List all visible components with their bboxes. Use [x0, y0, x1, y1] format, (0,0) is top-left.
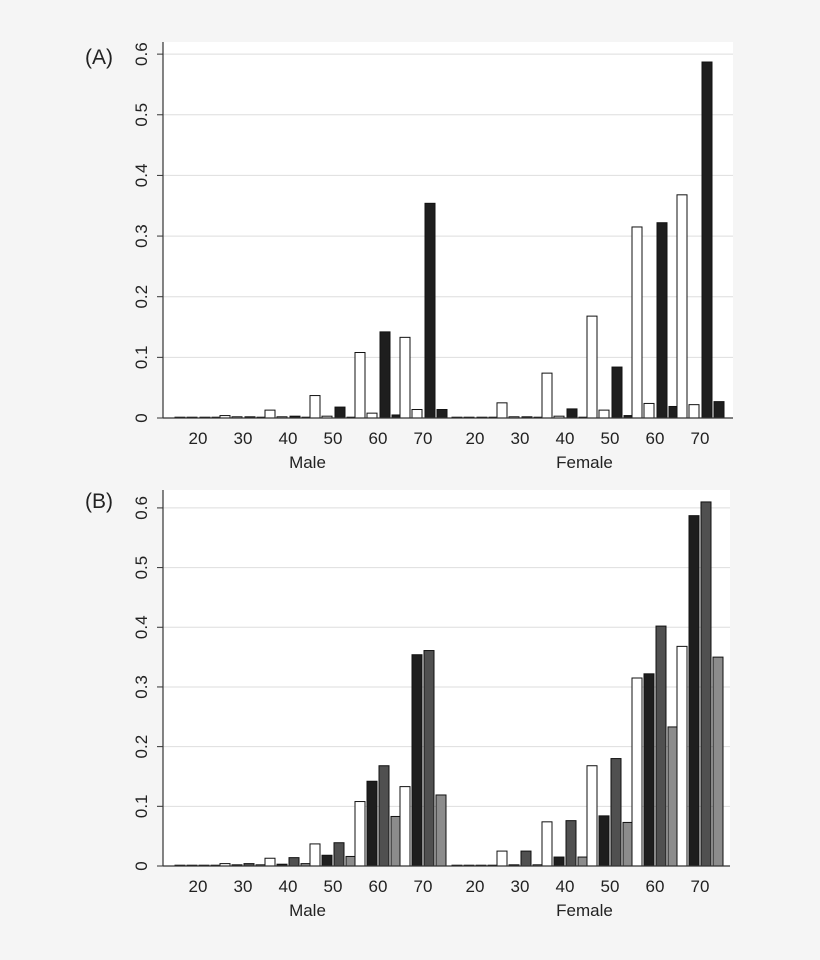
bar-male-70-s1	[399, 786, 411, 867]
bar-male-70-s1	[399, 336, 411, 419]
bar-female-30-s1	[496, 850, 508, 867]
x-tick-label: 20	[189, 429, 208, 448]
bar-female-50-s2	[598, 409, 610, 419]
bar-male-60-s1	[354, 352, 366, 419]
bar-female-40-s3	[566, 408, 578, 419]
bar-female-60-s2	[643, 673, 655, 867]
y-tick-label: 0	[132, 861, 151, 870]
group-label-female: Female	[556, 901, 613, 920]
bar-male-70-s4	[436, 409, 448, 419]
y-tick-label: 0.2	[132, 735, 151, 759]
x-tick-label: 70	[691, 429, 710, 448]
x-tick-label: 30	[234, 877, 253, 896]
bar-male-70-s4	[435, 794, 447, 867]
y-tick-label: 0.4	[132, 164, 151, 188]
x-tick-label: 50	[601, 877, 620, 896]
x-tick-label: 20	[466, 429, 485, 448]
bar-male-70-s2	[411, 654, 423, 867]
bar-female-70-s2	[688, 515, 700, 867]
x-tick-label: 30	[234, 429, 253, 448]
bar-male-60-s2	[366, 412, 378, 419]
x-tick-label: 30	[511, 429, 530, 448]
bar-female-70-s1	[676, 194, 688, 419]
x-tick-label: 50	[324, 429, 343, 448]
bar-male-40-s1	[264, 409, 276, 419]
x-tick-label: 30	[511, 877, 530, 896]
y-tick-label: 0.3	[132, 675, 151, 699]
x-tick-label: 20	[466, 877, 485, 896]
bar-male-50-s1	[309, 395, 321, 419]
bar-female-40-s2	[553, 856, 565, 867]
bar-female-60-s2	[643, 402, 655, 419]
bar-male-70-s2	[411, 409, 423, 419]
panel-label: (B)	[85, 490, 113, 513]
bar-male-50-s1	[309, 843, 321, 867]
bar-female-30-s3	[520, 850, 532, 867]
bar-female-50-s3	[611, 366, 623, 419]
bar-female-50-s1	[586, 315, 598, 419]
plot-area	[163, 42, 733, 418]
x-tick-label: 60	[646, 429, 665, 448]
bar-female-60-s3	[655, 625, 667, 867]
y-tick-label: 0.6	[132, 496, 151, 520]
y-tick-label: 0.5	[132, 556, 151, 580]
x-tick-label: 50	[324, 877, 343, 896]
group-label-male: Male	[289, 901, 326, 920]
y-tick-label: 0	[132, 413, 151, 422]
bar-female-60-s1	[631, 677, 643, 867]
bar-male-50-s3	[333, 842, 345, 867]
x-tick-label: 50	[601, 429, 620, 448]
bar-female-40-s1	[541, 821, 553, 867]
bar-female-40-s1	[541, 372, 553, 419]
bar-male-70-s3	[424, 202, 436, 419]
bar-male-60-s3	[378, 765, 390, 867]
x-tick-label: 70	[414, 429, 433, 448]
x-tick-label: 40	[556, 877, 575, 896]
x-tick-label: 70	[414, 877, 433, 896]
bar-female-70-s3	[700, 501, 712, 867]
bar-female-60-s3	[656, 222, 668, 419]
y-tick-label: 0.2	[132, 285, 151, 309]
bar-male-50-s2	[321, 854, 333, 867]
bar-female-30-s1	[496, 402, 508, 419]
bar-female-70-s4	[712, 656, 724, 867]
bar-male-60-s3	[379, 331, 391, 419]
x-tick-label: 60	[369, 429, 388, 448]
bar-male-60-s2	[366, 780, 378, 867]
bar-male-50-s3	[334, 406, 346, 419]
y-tick-label: 0.3	[132, 224, 151, 248]
y-tick-label: 0.5	[132, 103, 151, 127]
x-tick-label: 60	[646, 877, 665, 896]
bar-male-40-s3	[288, 857, 300, 867]
x-tick-label: 40	[556, 429, 575, 448]
bar-female-70-s4	[713, 401, 725, 419]
x-tick-label: 60	[369, 877, 388, 896]
bar-female-70-s3	[701, 61, 713, 419]
bar-male-70-s3	[423, 650, 435, 867]
x-tick-label: 70	[691, 877, 710, 896]
y-tick-label: 0.1	[132, 794, 151, 818]
bar-male-60-s1	[354, 801, 366, 867]
x-tick-label: 40	[279, 429, 298, 448]
group-label-male: Male	[289, 453, 326, 472]
bar-female-70-s1	[676, 645, 688, 867]
bar-female-50-s1	[586, 765, 598, 867]
bar-female-60-s1	[631, 226, 643, 419]
bar-female-40-s3	[565, 820, 577, 867]
y-tick-label: 0.6	[132, 42, 151, 66]
bar-female-50-s3	[610, 758, 622, 867]
x-tick-label: 40	[279, 877, 298, 896]
panel-label: (A)	[85, 46, 113, 69]
x-tick-label: 20	[189, 877, 208, 896]
bar-female-70-s2	[688, 404, 700, 419]
panel-a: 0 0.1 0.2 0.3 0.4 0.5 0.6 20 30 40 50 60 70 Male 20 30 4…	[85, 42, 733, 472]
y-tick-label: 0.4	[132, 615, 151, 639]
group-label-female: Female	[556, 453, 613, 472]
y-tick-label: 0.1	[132, 346, 151, 370]
bar-male-40-s1	[264, 857, 276, 867]
panel-b: 0 0.1 0.2 0.3 0.4 0.5 0.6 20 30 40 50 60 70 Male 20 30 4…	[85, 490, 730, 920]
bar-female-50-s2	[598, 815, 610, 867]
